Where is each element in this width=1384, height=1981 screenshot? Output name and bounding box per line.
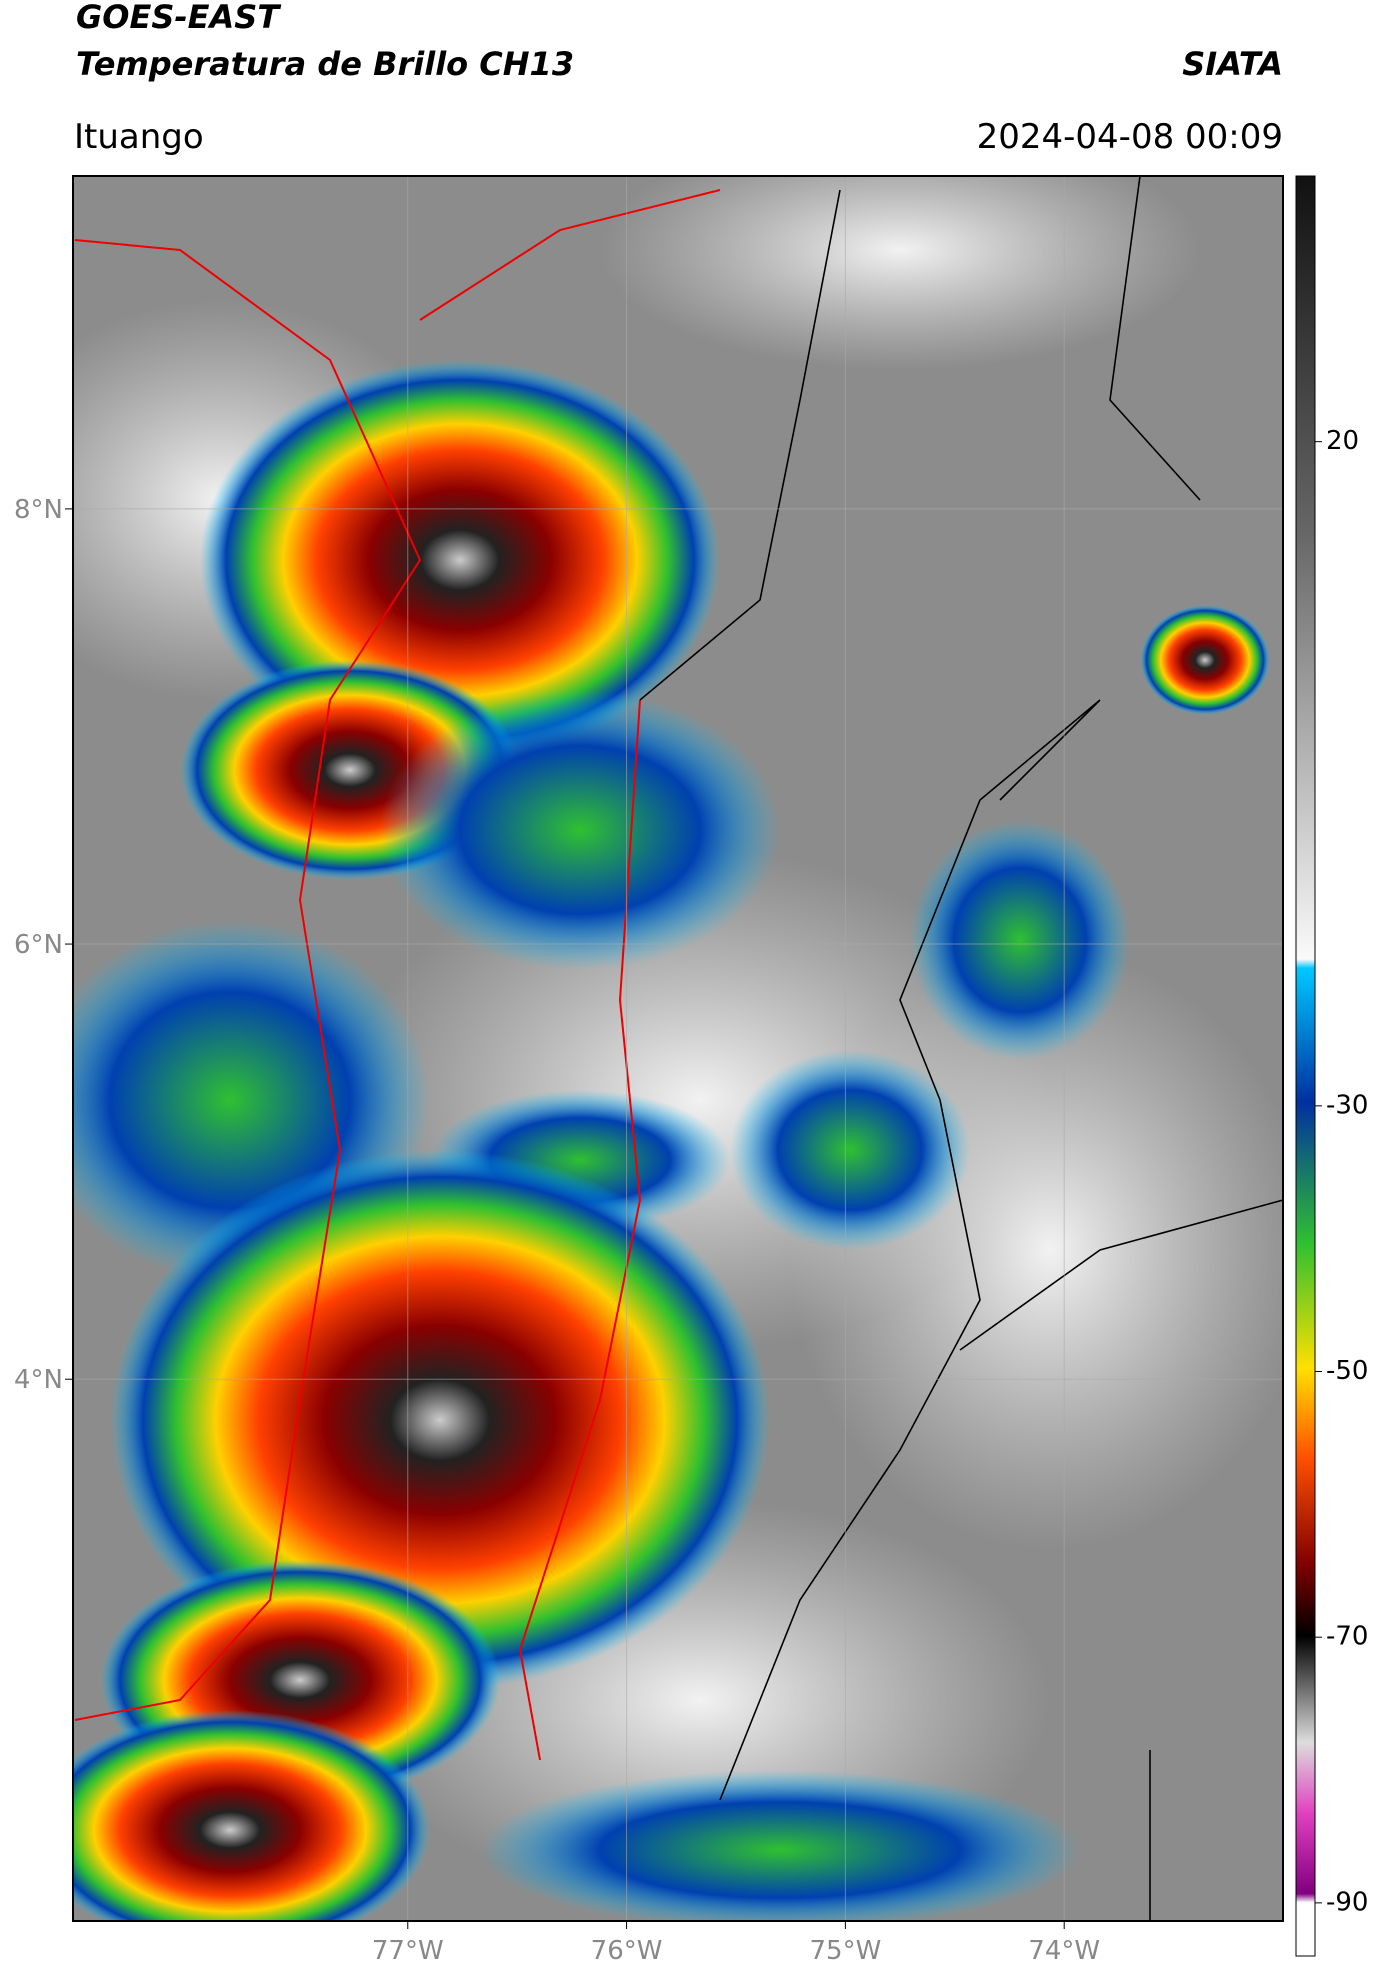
lon-label: 76°W xyxy=(591,1936,663,1966)
lon-label: 75°W xyxy=(809,1936,881,1966)
colorbar-label: -90 xyxy=(1326,1887,1368,1917)
lat-label: 8°N xyxy=(14,495,63,525)
lat-label: 6°N xyxy=(14,930,63,960)
colorbar-label: -50 xyxy=(1326,1356,1368,1386)
satellite-image xyxy=(73,176,1283,1921)
title: GOES-EAST xyxy=(76,0,281,36)
map-frame xyxy=(72,175,1284,1922)
colorbar-label: 20 xyxy=(1326,426,1359,456)
location: Ituango xyxy=(74,117,204,157)
lat-label: 4°N xyxy=(14,1365,63,1395)
timestamp: 2024-04-08 00:09 xyxy=(977,117,1283,157)
lon-label: 74°W xyxy=(1028,1936,1100,1966)
lon-label: 77°W xyxy=(372,1936,444,1966)
colorbar-label: -30 xyxy=(1326,1090,1368,1120)
brand: SIATA xyxy=(1182,45,1283,83)
subtitle: Temperatura de Brillo CH13 xyxy=(76,45,574,83)
colorbar-label: -70 xyxy=(1326,1622,1368,1652)
colorbar xyxy=(1295,175,1316,1957)
